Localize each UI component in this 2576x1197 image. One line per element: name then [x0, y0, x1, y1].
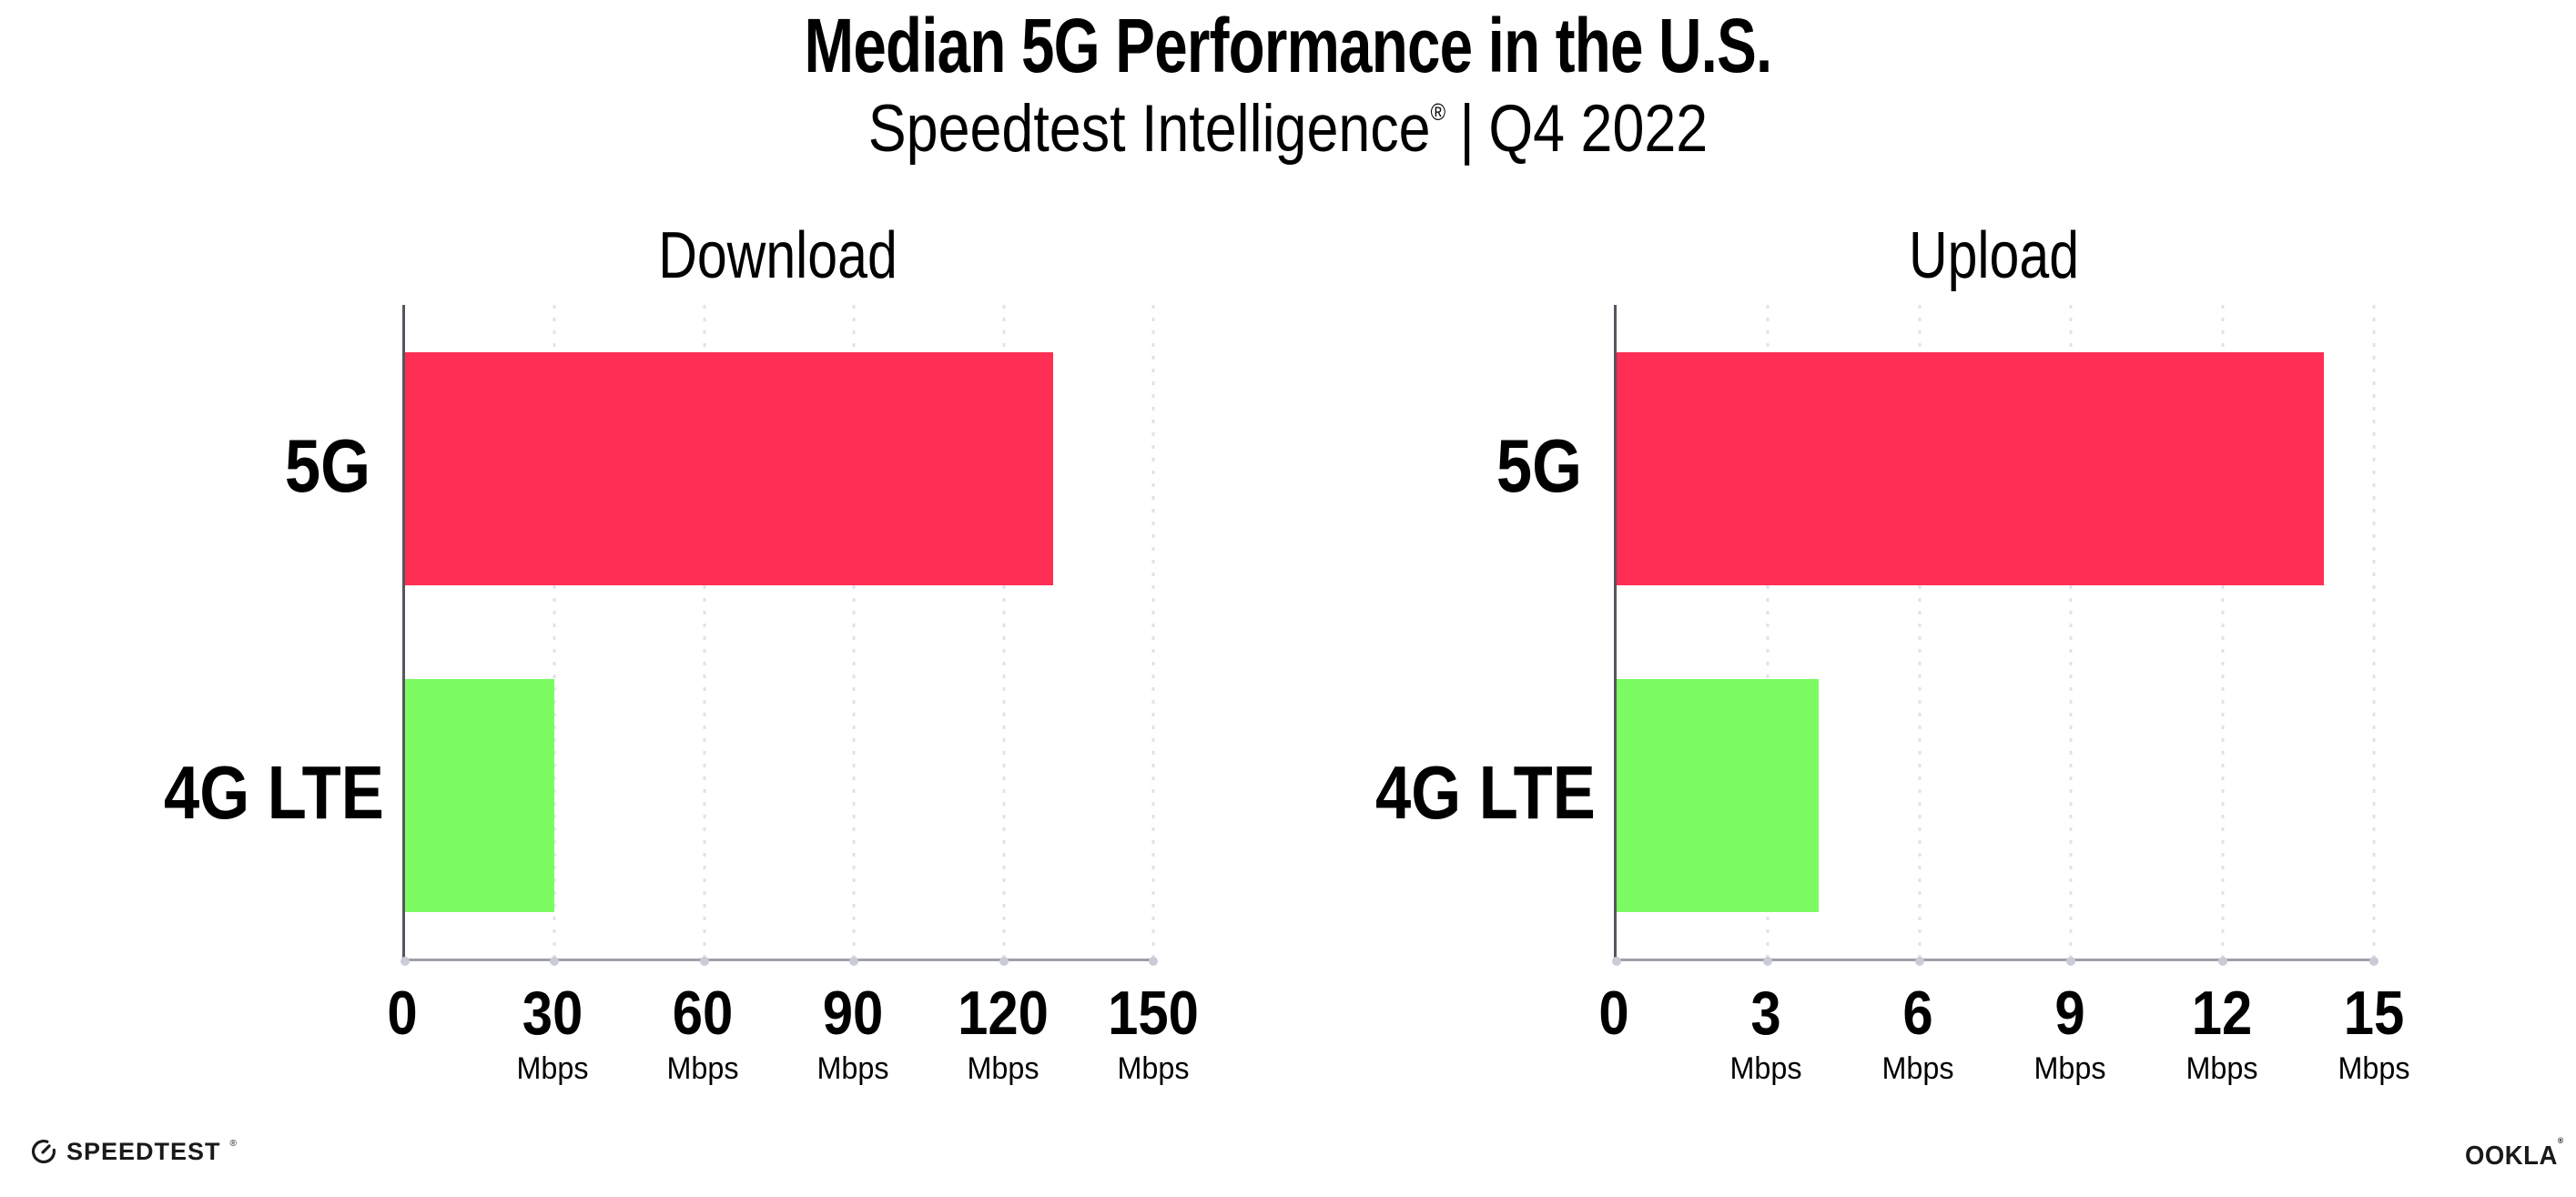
page-subtitle: Speedtest Intelligence® | Q4 2022	[180, 92, 2396, 166]
speedtest-logo: SPEEDTEST ®	[30, 1138, 237, 1165]
category-label-5g: 5G	[1496, 423, 1582, 508]
gridline-3	[1766, 305, 1770, 959]
gridline-15	[2372, 305, 2376, 959]
gridline-12	[2221, 305, 2225, 959]
subtitle-separator: |	[1459, 92, 1475, 166]
gridline-60	[703, 305, 706, 959]
tick-label-60: 60 Mbps	[664, 982, 740, 1084]
page-title: Median 5G Performance in the U.S.	[804, 3, 1773, 88]
axis-tick-dot-150	[1149, 957, 1158, 966]
axis-tick-dot-90	[849, 957, 859, 966]
gridline-150	[1151, 305, 1155, 959]
tick-label-6: 6 Mbps	[1880, 982, 1955, 1084]
axis-tick-dot-15	[2369, 957, 2378, 966]
axis-tick-dot-30	[550, 957, 560, 966]
chart-title-download: Download	[658, 219, 898, 292]
subtitle-brand: Speedtest Intelligence	[867, 92, 1431, 166]
tick-label-3: 3 Mbps	[1728, 982, 1803, 1084]
tick-unit: Mbps	[2186, 1051, 2258, 1086]
tick-value: 9	[2054, 979, 2085, 1048]
tick-value: 0	[387, 979, 418, 1048]
bar-5g	[405, 352, 1054, 585]
gridline-90	[852, 305, 856, 959]
tick-label-120: 120 Mbps	[951, 982, 1054, 1084]
tick-unit: Mbps	[666, 1051, 739, 1086]
gridline-120	[1002, 305, 1006, 959]
tick-value: 120	[958, 979, 1049, 1048]
ookla-registered-mark: ®	[2557, 1136, 2564, 1146]
tick-unit: Mbps	[2338, 1051, 2410, 1086]
tick-unit: Mbps	[967, 1051, 1040, 1086]
tick-label-90: 90 Mbps	[815, 982, 890, 1084]
tick-label-0: 0	[385, 982, 420, 1044]
category-label-5g: 5G	[284, 423, 370, 508]
tick-value: 3	[1750, 979, 1781, 1048]
axis-tick-dot-120	[999, 957, 1009, 966]
axis-tick-dot-0	[1612, 957, 1621, 966]
registered-mark: ®	[1430, 98, 1446, 126]
tick-unit: Mbps	[1117, 1051, 1190, 1086]
tick-unit: Mbps	[1881, 1051, 1954, 1086]
tick-unit: Mbps	[816, 1051, 889, 1086]
speedtest-registered-mark: ®	[229, 1138, 237, 1149]
bar-4g-lte	[405, 679, 555, 912]
gridline-9	[2069, 305, 2073, 959]
speedtest-wordmark: SPEEDTEST	[66, 1137, 221, 1165]
chart-title-upload: Upload	[1908, 219, 2080, 292]
axis-tick-dot-3	[1763, 957, 1773, 966]
axis-tick-dot-6	[1914, 957, 1924, 966]
gridline-6	[1918, 305, 1922, 959]
bar-4g-lte	[1617, 679, 1819, 912]
x-axis-ticks-upload: 0 3 Mbps 6 Mbps 9 Mbps 12 Mbps 15 Mbps	[1598, 982, 2409, 1119]
ookla-logo: OOKLA®	[2465, 1137, 2564, 1171]
category-label-4g-lte: 4G LTE	[164, 750, 384, 835]
axis-tick-dot-60	[699, 957, 709, 966]
tick-label-0: 0	[1597, 982, 1631, 1044]
tick-unit: Mbps	[2033, 1051, 2106, 1086]
plot-area-upload	[1612, 305, 2378, 966]
ookla-wordmark: OOKLA	[2465, 1141, 2558, 1171]
bar-5g	[1617, 352, 2324, 585]
speedtest-gauge-icon	[30, 1138, 57, 1165]
tick-label-30: 30 Mbps	[514, 982, 590, 1084]
x-axis-ticks-download: 0 30 Mbps 60 Mbps 90 Mbps 120 Mbps 150 Mbps	[387, 982, 1199, 1119]
tick-value: 150	[1108, 979, 1199, 1048]
tick-unit: Mbps	[516, 1051, 589, 1086]
tick-value: 6	[1902, 979, 1933, 1048]
tick-value: 90	[822, 979, 884, 1048]
axis-tick-dot-9	[2066, 957, 2076, 966]
tick-label-12: 12 Mbps	[2184, 982, 2259, 1084]
tick-value: 60	[672, 979, 734, 1048]
tick-value: 12	[2191, 979, 2253, 1048]
category-label-4g-lte: 4G LTE	[1375, 750, 1596, 835]
tick-value: 30	[522, 979, 583, 1048]
gridline-30	[553, 305, 556, 959]
tick-value: 15	[2343, 979, 2405, 1048]
tick-label-15: 15 Mbps	[2336, 982, 2411, 1084]
tick-value: 0	[1598, 979, 1629, 1048]
subtitle-period: Q4 2022	[1488, 92, 1709, 166]
tick-unit: Mbps	[1729, 1051, 1802, 1086]
axis-tick-dot-0	[401, 957, 410, 966]
tick-label-9: 9 Mbps	[2032, 982, 2107, 1084]
axis-tick-dot-12	[2217, 957, 2227, 966]
plot-area-download	[401, 305, 1158, 966]
tick-label-150: 150 Mbps	[1101, 982, 1204, 1084]
